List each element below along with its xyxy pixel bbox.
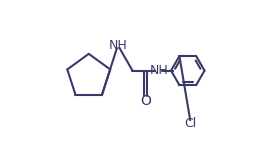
Text: NH: NH — [149, 64, 168, 77]
Text: O: O — [140, 94, 151, 108]
Text: Cl: Cl — [185, 117, 197, 130]
Text: NH: NH — [108, 39, 127, 52]
